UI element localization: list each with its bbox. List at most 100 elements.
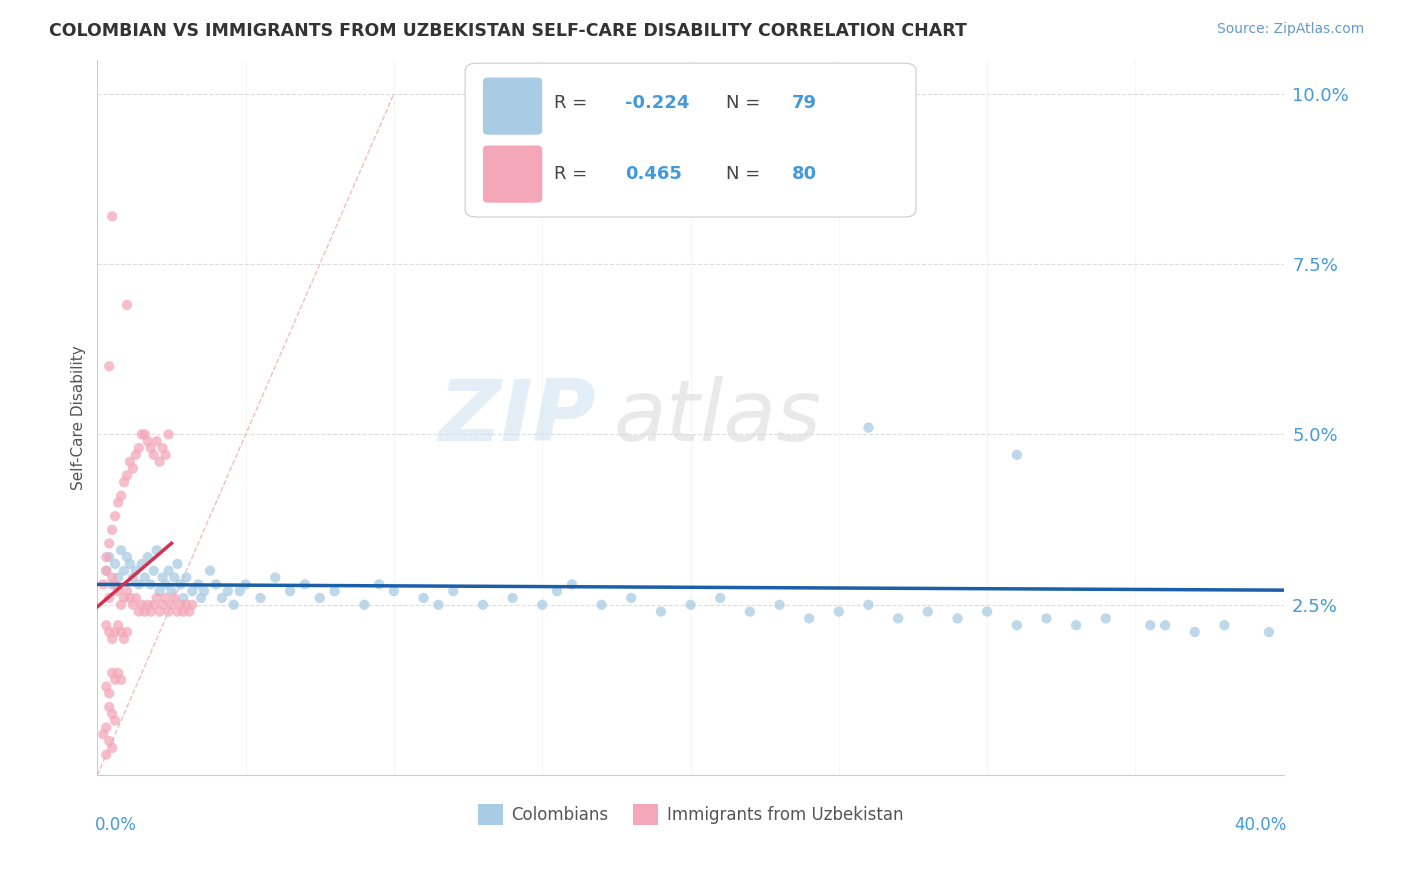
Point <box>110 543 132 558</box>
Point <box>887 611 910 625</box>
Point <box>122 570 145 584</box>
Point <box>115 468 138 483</box>
Point <box>96 564 118 578</box>
Point <box>181 598 204 612</box>
Point <box>1184 625 1206 640</box>
Point <box>104 673 127 687</box>
Point <box>217 584 239 599</box>
Point <box>181 584 204 599</box>
Point <box>104 577 127 591</box>
Point <box>152 441 174 455</box>
Point <box>131 427 153 442</box>
Point <box>96 550 118 565</box>
Point <box>163 591 186 605</box>
Point <box>115 584 138 599</box>
Point <box>98 700 121 714</box>
Point <box>157 605 180 619</box>
Point <box>145 434 167 449</box>
Point <box>115 625 138 640</box>
Point <box>101 523 124 537</box>
Point <box>101 665 124 680</box>
FancyBboxPatch shape <box>465 63 915 217</box>
Text: R =: R = <box>554 94 588 112</box>
Point <box>98 591 121 605</box>
Point <box>368 577 391 591</box>
Point <box>650 605 672 619</box>
Point <box>110 489 132 503</box>
Point <box>115 298 138 312</box>
Point <box>193 584 215 599</box>
Point <box>101 577 124 591</box>
Point <box>172 605 194 619</box>
Point <box>155 591 177 605</box>
Point <box>1064 618 1087 632</box>
Point <box>125 564 148 578</box>
Point <box>176 570 198 584</box>
Point <box>101 706 124 721</box>
Point <box>228 584 250 599</box>
Point <box>946 611 969 625</box>
Point <box>101 210 124 224</box>
Point <box>118 591 141 605</box>
Point <box>858 420 880 434</box>
Point <box>591 598 613 612</box>
Text: R =: R = <box>554 165 588 183</box>
Point <box>125 591 148 605</box>
Point <box>235 577 257 591</box>
Point <box>101 632 124 646</box>
Point <box>139 441 162 455</box>
Point <box>157 564 180 578</box>
Point <box>1035 611 1057 625</box>
Point <box>112 564 135 578</box>
Text: 0.465: 0.465 <box>626 165 682 183</box>
Point <box>1005 448 1028 462</box>
Point <box>112 632 135 646</box>
Text: N =: N = <box>725 165 761 183</box>
Point <box>679 598 702 612</box>
Point <box>198 564 221 578</box>
Point <box>98 359 121 374</box>
Point <box>976 605 998 619</box>
Point <box>122 461 145 475</box>
Point <box>110 673 132 687</box>
Point <box>139 605 162 619</box>
FancyBboxPatch shape <box>482 145 543 202</box>
Point <box>1213 618 1236 632</box>
Point <box>134 427 156 442</box>
Point <box>149 605 172 619</box>
Point <box>112 475 135 489</box>
Point <box>382 584 405 599</box>
Point <box>211 591 233 605</box>
Point <box>128 441 150 455</box>
Point <box>264 570 287 584</box>
Point <box>412 591 434 605</box>
Point <box>155 577 177 591</box>
Point <box>441 584 464 599</box>
Point <box>149 584 172 599</box>
Point <box>104 714 127 728</box>
Point <box>1005 618 1028 632</box>
Point <box>353 598 375 612</box>
Point <box>531 598 554 612</box>
Point <box>110 625 132 640</box>
Point <box>98 734 121 748</box>
Point <box>169 577 191 591</box>
Point <box>160 584 183 599</box>
Point <box>427 598 450 612</box>
Point <box>152 598 174 612</box>
Point <box>98 625 121 640</box>
Point <box>163 570 186 584</box>
Point <box>136 434 159 449</box>
Point <box>149 455 172 469</box>
Text: -0.224: -0.224 <box>626 94 690 112</box>
Point <box>91 727 114 741</box>
Text: 80: 80 <box>792 165 817 183</box>
Point <box>115 550 138 565</box>
Point <box>125 448 148 462</box>
Point <box>799 611 821 625</box>
FancyBboxPatch shape <box>482 78 543 135</box>
Point <box>128 605 150 619</box>
Point <box>118 455 141 469</box>
Point <box>110 598 132 612</box>
Point <box>98 686 121 700</box>
